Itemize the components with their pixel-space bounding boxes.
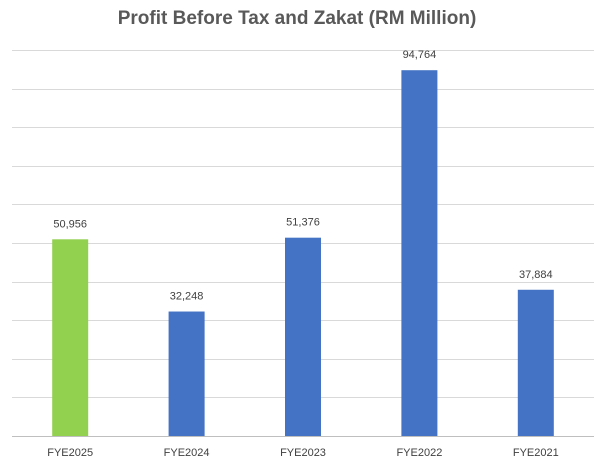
x-tick-label-fye2025: FYE2025 [47,447,93,459]
bar-fye2025 [52,239,89,436]
data-label-fye2023: 51,376 [286,217,320,229]
bar-fye2024 [168,311,205,436]
data-label-fye2025: 50,956 [53,218,87,230]
bar-fye2023 [285,237,321,436]
data-label-fye2021: 37,884 [519,269,553,281]
data-label-fye2022: 94,764 [403,49,437,61]
x-tick-label-fye2024: FYE2024 [164,447,210,459]
bar-fye2021 [517,289,554,436]
x-tick-label-fye2023: FYE2023 [280,447,326,459]
chart-title: Profit Before Tax and Zakat (RM Million) [117,8,477,29]
bar-fye2022 [401,70,438,436]
x-tick-label-fye2022: FYE2022 [396,447,442,459]
x-tick-label-fye2021: FYE2021 [513,447,559,459]
data-label-fye2024: 32,248 [170,291,204,303]
